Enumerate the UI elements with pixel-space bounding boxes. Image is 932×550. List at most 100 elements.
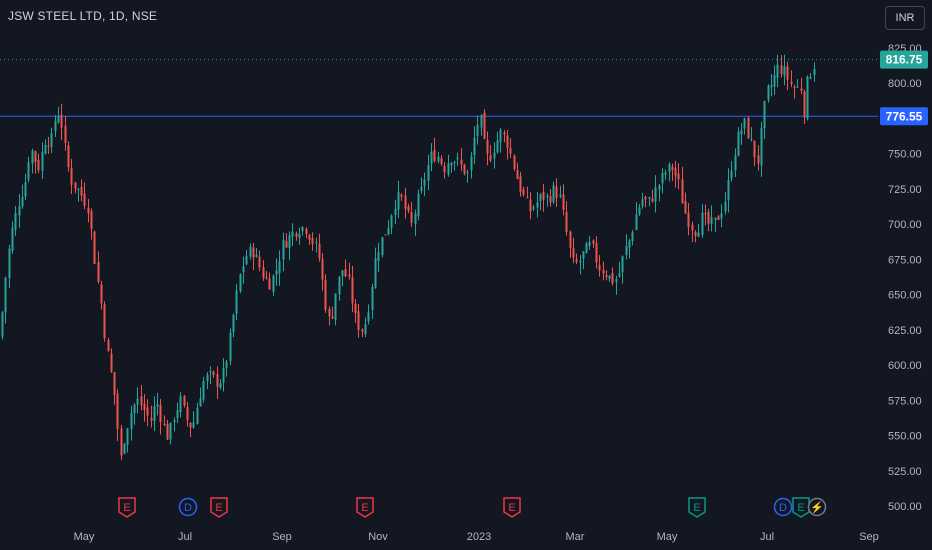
candle-body — [661, 172, 664, 184]
candle-body — [8, 248, 11, 279]
candle-body — [430, 151, 433, 164]
candle-body — [503, 132, 506, 135]
candle-body — [569, 231, 572, 248]
candle-body — [301, 227, 304, 232]
candle-body — [674, 168, 677, 176]
candle-body — [621, 256, 624, 273]
candle-body — [397, 192, 400, 210]
candle-body — [480, 115, 483, 128]
candle-body — [1, 312, 4, 337]
candle-body — [813, 69, 816, 76]
candle-body — [463, 164, 466, 174]
candle-body — [150, 417, 153, 421]
candle-body — [753, 140, 756, 158]
candle-body — [183, 395, 186, 406]
candle-body — [582, 251, 585, 259]
candle-body — [103, 304, 106, 338]
candle-body — [509, 147, 512, 154]
candle-body — [331, 316, 334, 319]
candle-body — [235, 290, 238, 314]
candle-body — [285, 240, 288, 248]
candle-body — [351, 277, 354, 304]
candle-body — [803, 91, 806, 118]
candle-body — [394, 208, 397, 216]
candle-body — [740, 130, 743, 135]
candle-body — [539, 194, 542, 202]
candle-body — [575, 259, 578, 262]
y-tick-label: 525.00 — [888, 466, 922, 478]
candle-body — [390, 215, 393, 228]
candle-body — [196, 407, 199, 425]
currency-button[interactable]: INR — [885, 6, 925, 30]
candle-body — [407, 206, 410, 211]
candle-body — [54, 120, 57, 132]
event-glyph: E — [123, 502, 130, 514]
candle-body — [209, 371, 212, 373]
candle-body — [546, 195, 549, 198]
candle-body — [648, 197, 651, 199]
candle-body — [367, 312, 370, 322]
candle-body — [173, 420, 176, 422]
event-glyph: E — [508, 502, 515, 514]
candle-body — [222, 368, 225, 383]
earnings-event-icon — [503, 497, 521, 518]
earnings-event-icon — [356, 497, 374, 518]
x-tick-label: Sep — [859, 531, 879, 543]
candle-body — [14, 212, 17, 230]
candle-body — [780, 65, 783, 74]
candle-body — [443, 165, 446, 173]
candle-body — [635, 214, 638, 231]
candle-body — [11, 227, 14, 251]
candle-body — [790, 81, 793, 85]
candle-body — [140, 396, 143, 406]
candle-body — [192, 422, 195, 428]
candle-body — [750, 139, 753, 141]
candle-body — [681, 179, 684, 204]
candle-body — [34, 151, 37, 162]
candle-body — [18, 205, 21, 216]
candle-body — [341, 270, 344, 277]
candle-body — [664, 172, 667, 175]
candle-body — [308, 235, 311, 240]
x-tick-label: Jul — [760, 531, 774, 543]
candle-body — [447, 163, 450, 175]
candle-body — [258, 256, 261, 268]
candle-body — [252, 247, 255, 258]
candle-body — [357, 311, 360, 331]
candle-body — [381, 237, 384, 256]
candle-body — [767, 85, 770, 100]
candle-body — [156, 404, 159, 407]
earnings-event-icon — [688, 497, 706, 518]
earnings-event-icon — [210, 497, 228, 518]
candle-body — [776, 64, 779, 78]
candle-body — [216, 373, 219, 387]
candle-body — [486, 139, 489, 154]
x-tick-label: May — [74, 531, 95, 543]
candle-body — [734, 155, 737, 171]
candle-body — [123, 443, 126, 454]
candle-body — [60, 114, 63, 128]
candle-body — [710, 217, 713, 225]
candle-body — [513, 155, 516, 169]
candle-body — [786, 66, 789, 80]
candle-body — [186, 406, 189, 421]
earnings-event-icon — [118, 497, 136, 518]
candle-body — [707, 211, 710, 224]
candle-body — [519, 176, 522, 192]
candle-body — [588, 241, 591, 246]
y-tick-label: 650.00 — [888, 290, 922, 302]
candle-body — [724, 201, 727, 212]
candle-body — [47, 145, 50, 147]
candle-body — [602, 270, 605, 274]
candle-body — [476, 124, 479, 136]
candle-body — [658, 185, 661, 190]
candle-body — [796, 86, 799, 88]
x-tick-label: Sep — [272, 531, 292, 543]
candle-body — [677, 173, 680, 180]
candle-body — [334, 293, 337, 320]
candle-body — [638, 207, 641, 215]
candle-body — [450, 163, 453, 166]
candle-body — [585, 243, 588, 254]
